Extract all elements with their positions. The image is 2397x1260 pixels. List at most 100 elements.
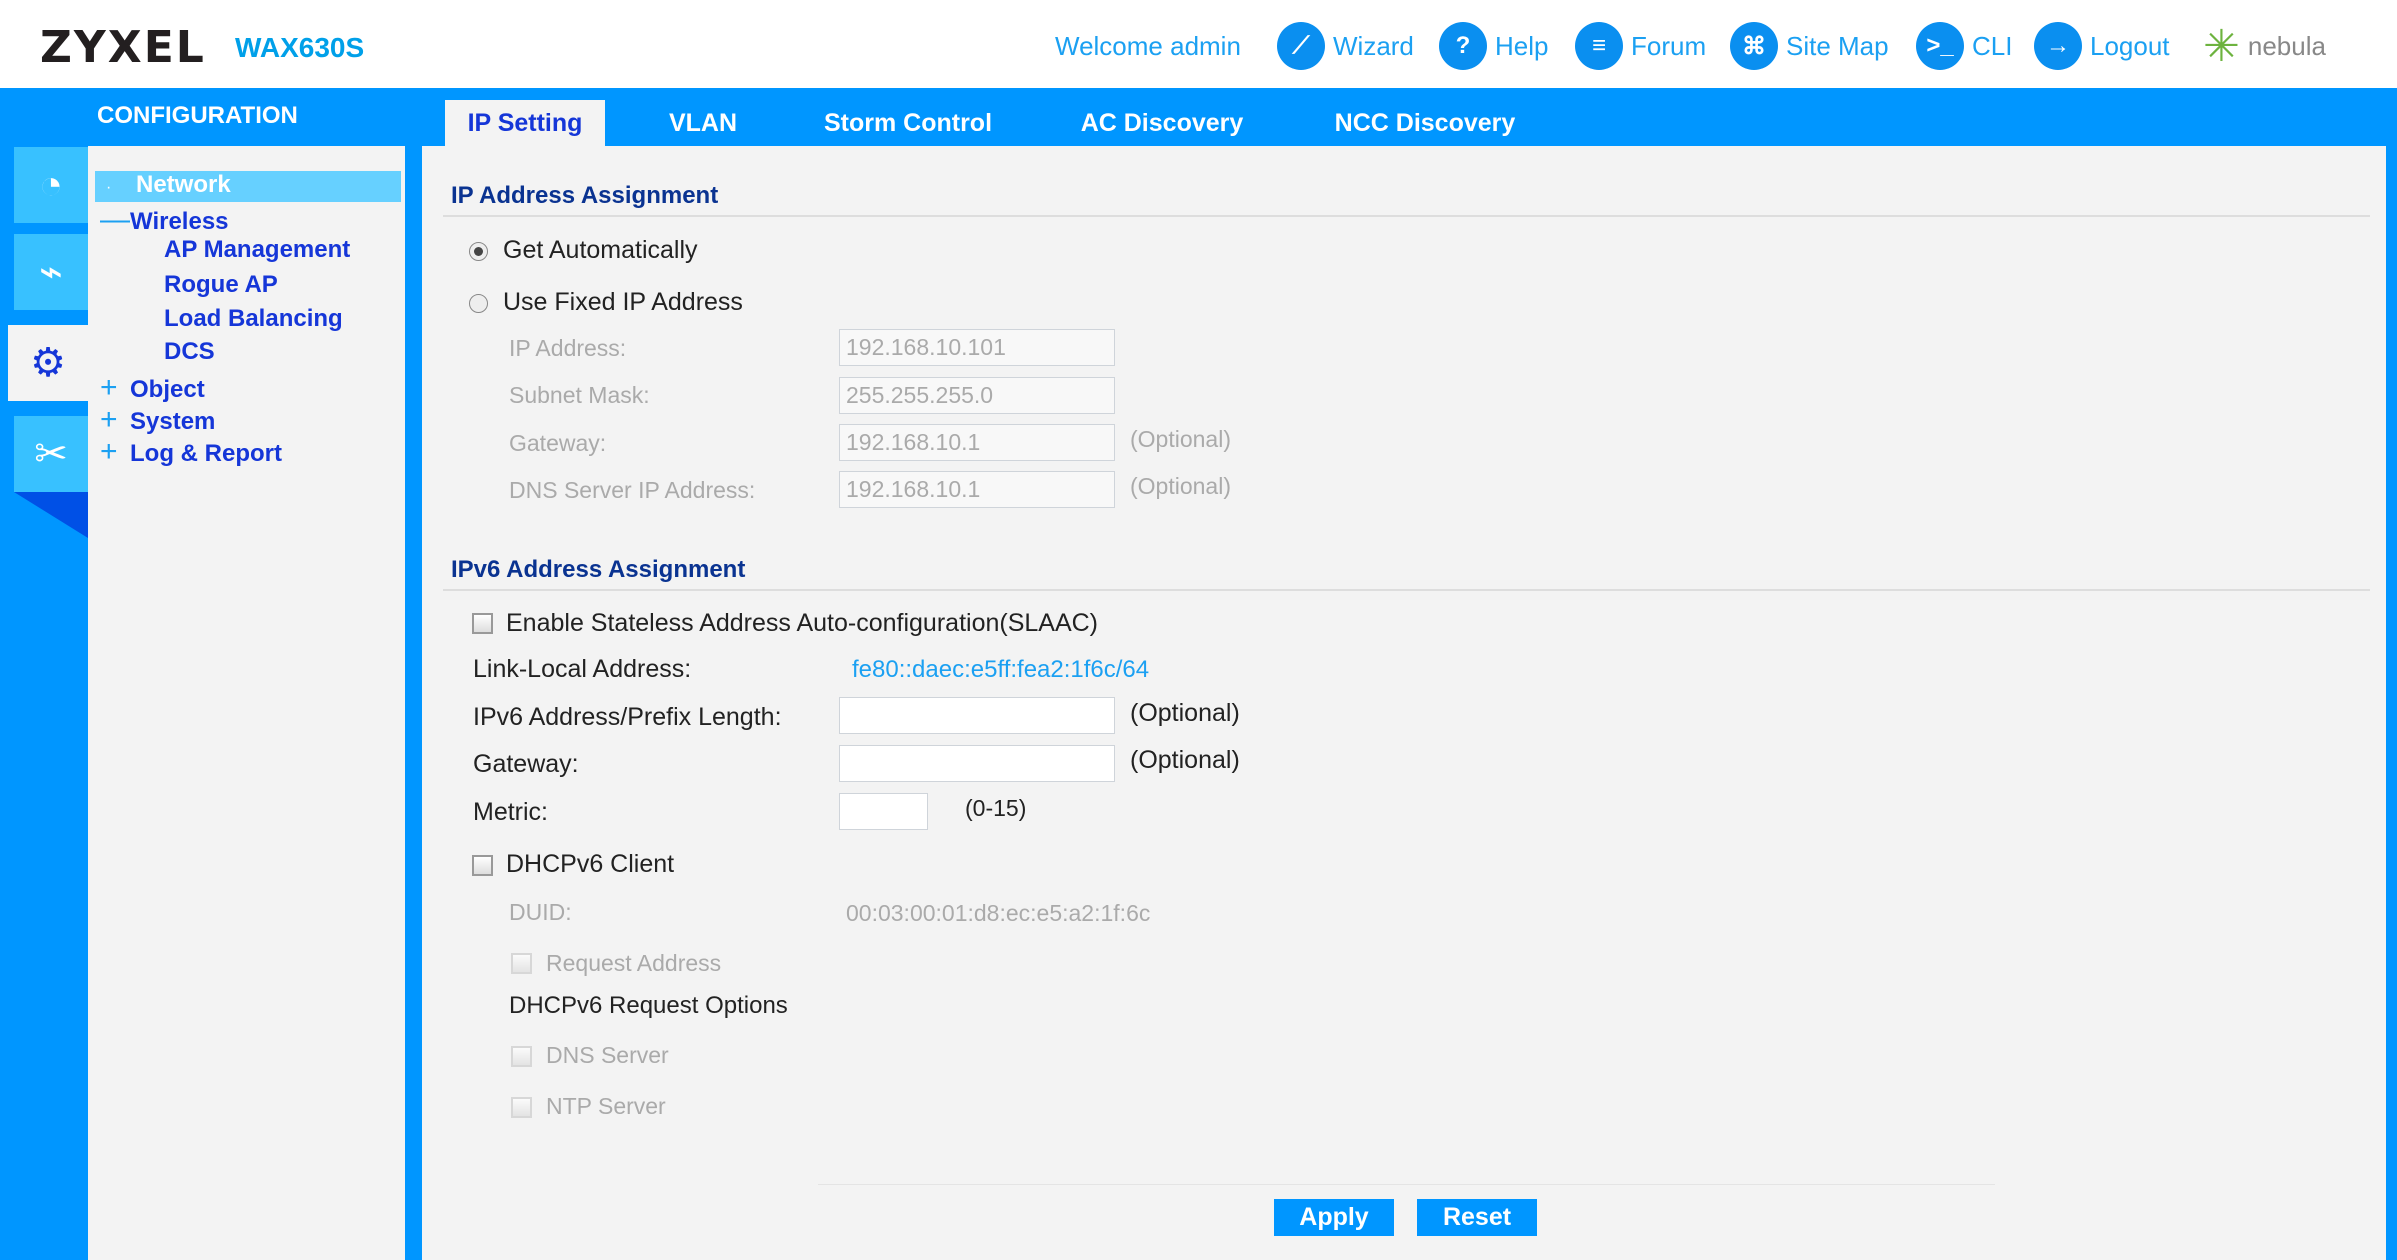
expand-icon[interactable]: + <box>100 403 118 436</box>
wizard-icon: ⟋ <box>1277 22 1325 70</box>
top-nav-bar <box>0 88 2397 146</box>
tree-label: Log & Report <box>130 440 282 467</box>
divider <box>443 589 2370 591</box>
cli-icon: >_ <box>1916 22 1964 70</box>
nebula-icon: ✳ <box>2203 21 2240 71</box>
slaac-checkbox[interactable] <box>472 613 493 634</box>
dhcpv6-client-checkbox[interactable] <box>472 855 493 876</box>
configuration-gear-icon[interactable]: ⚙ <box>8 325 88 401</box>
tree-item-ap-management[interactable]: AP Management <box>164 236 351 263</box>
apply-button[interactable]: Apply <box>1274 1199 1394 1236</box>
duid-label: DUID: <box>509 899 572 925</box>
ntp-server-option-label: NTP Server <box>546 1093 666 1119</box>
forum-link[interactable]: ≡ Forum <box>1575 22 1706 70</box>
gateway-label: Gateway: <box>509 430 607 456</box>
ipv6-prefix-optional: (Optional) <box>1130 699 1240 727</box>
dhcpv6-client-label: DHCPv6 Client <box>506 850 675 878</box>
request-address-checkbox[interactable] <box>511 953 532 974</box>
link-local-value: fe80::daec:e5ff:fea2:1f6c/64 <box>852 656 1150 683</box>
ipv6-gateway-optional: (Optional) <box>1130 746 1240 774</box>
tree-item-rogue-ap[interactable]: Rogue AP <box>164 271 278 298</box>
monitor-icon[interactable]: ⌁ <box>14 234 88 310</box>
welcome-text: Welcome admin <box>1055 22 1241 70</box>
ipv6-section-heading: IPv6 Address Assignment <box>451 556 746 583</box>
tree-item-load-balancing[interactable]: Load Balancing <box>164 305 343 332</box>
request-options-label: DHCPv6 Request Options <box>509 992 788 1019</box>
tree-label: Wireless <box>130 208 229 235</box>
tree-label: Network <box>136 171 231 198</box>
cli-link[interactable]: >_ CLI <box>1916 22 2012 70</box>
help-icon: ? <box>1439 22 1487 70</box>
ip-address-input[interactable]: 192.168.10.101 <box>839 329 1115 366</box>
nebula-label: nebula <box>2247 30 2326 61</box>
subnet-mask-input[interactable]: 255.255.255.0 <box>839 377 1115 414</box>
dns-server-option-label: DNS Server <box>546 1042 669 1068</box>
tab-ip-setting[interactable]: IP Setting <box>445 100 605 146</box>
gateway-optional: (Optional) <box>1130 426 1231 452</box>
subnet-mask-label: Subnet Mask: <box>509 382 650 408</box>
sidebar-splitter[interactable] <box>405 146 422 1260</box>
expand-icon[interactable]: + <box>100 435 118 468</box>
dns-server-label: DNS Server IP Address: <box>509 477 756 503</box>
welcome-label: Welcome admin <box>1055 30 1241 61</box>
ipv6-gateway-input[interactable] <box>839 745 1115 782</box>
dns-optional: (Optional) <box>1130 473 1231 499</box>
maintenance-icon[interactable]: ✂ <box>14 416 88 492</box>
expand-icon[interactable]: + <box>100 371 118 404</box>
reset-button[interactable]: Reset <box>1417 1199 1537 1236</box>
dns-server-checkbox[interactable] <box>511 1046 532 1067</box>
tree-item-log-report[interactable]: + Log & Report <box>100 435 282 469</box>
use-fixed-ip-radio[interactable] <box>469 294 488 313</box>
tab-ac-discovery[interactable]: AC Discovery <box>1080 108 1244 137</box>
tree-item-dcs[interactable]: DCS <box>164 338 215 365</box>
strip-decoration <box>14 492 88 538</box>
tab-vlan[interactable]: VLAN <box>668 108 738 137</box>
sitemap-label: Site Map <box>1786 30 1889 61</box>
ipv4-section-heading: IP Address Assignment <box>451 182 719 209</box>
dashboard-icon[interactable]: ◔ <box>14 147 88 223</box>
configuration-title: CONFIGURATION <box>97 102 298 129</box>
metric-input[interactable] <box>839 793 928 830</box>
link-local-label: Link-Local Address: <box>473 655 692 683</box>
tree-selected-highlight <box>95 171 401 202</box>
help-label: Help <box>1495 30 1549 61</box>
collapse-icon[interactable]: — <box>100 203 130 236</box>
menu-strip <box>0 146 88 1260</box>
sitemap-link[interactable]: ⌘ Site Map <box>1730 22 1889 70</box>
get-automatically-label: Get Automatically <box>503 236 698 264</box>
tab-ncc-discovery[interactable]: NCC Discovery <box>1334 108 1516 137</box>
model-name: WAX630S <box>235 32 365 63</box>
wizard-link[interactable]: ⟋ Wizard <box>1277 22 1414 70</box>
tab-storm-control[interactable]: Storm Control <box>823 108 993 137</box>
forum-label: Forum <box>1631 30 1707 61</box>
forum-icon: ≡ <box>1575 22 1623 70</box>
divider <box>443 215 2370 217</box>
duid-value: 00:03:00:01:d8:ec:e5:a2:1f:6c <box>846 900 1151 926</box>
wizard-label: Wizard <box>1333 30 1414 61</box>
zyxel-logo: ZYXEL <box>40 22 206 73</box>
button-divider <box>818 1184 1995 1185</box>
header: ZYXEL WAX630S Welcome admin ⟋ Wizard ? Hel… <box>0 0 2397 88</box>
ipv6-prefix-input[interactable] <box>839 697 1115 734</box>
use-fixed-ip-label: Use Fixed IP Address <box>503 288 743 316</box>
tree-item-system[interactable]: + System <box>100 403 215 437</box>
logout-link[interactable]: → Logout <box>2034 22 2170 70</box>
ntp-server-checkbox[interactable] <box>511 1097 532 1118</box>
logout-icon: → <box>2034 22 2082 70</box>
tree-label: System <box>130 408 216 435</box>
help-link[interactable]: ? Help <box>1439 22 1548 70</box>
tree-item-wireless[interactable]: —Wireless <box>100 203 229 237</box>
metric-range: (0-15) <box>965 795 1027 821</box>
ipv6-gateway-label: Gateway: <box>473 750 579 778</box>
content-panel <box>422 146 2386 1260</box>
tree-label: Object <box>130 376 205 403</box>
tree-item-object[interactable]: + Object <box>100 371 205 405</box>
tree-item-network[interactable]: · Network <box>106 171 231 198</box>
get-automatically-radio[interactable] <box>469 242 488 261</box>
logout-label: Logout <box>2090 30 2170 61</box>
gateway-input[interactable]: 192.168.10.1 <box>839 424 1115 461</box>
navigation-tree <box>88 146 405 1260</box>
sitemap-icon: ⌘ <box>1730 22 1778 70</box>
dns-server-input[interactable]: 192.168.10.1 <box>839 471 1115 508</box>
nebula-link[interactable]: ✳ nebula <box>2203 21 2326 71</box>
